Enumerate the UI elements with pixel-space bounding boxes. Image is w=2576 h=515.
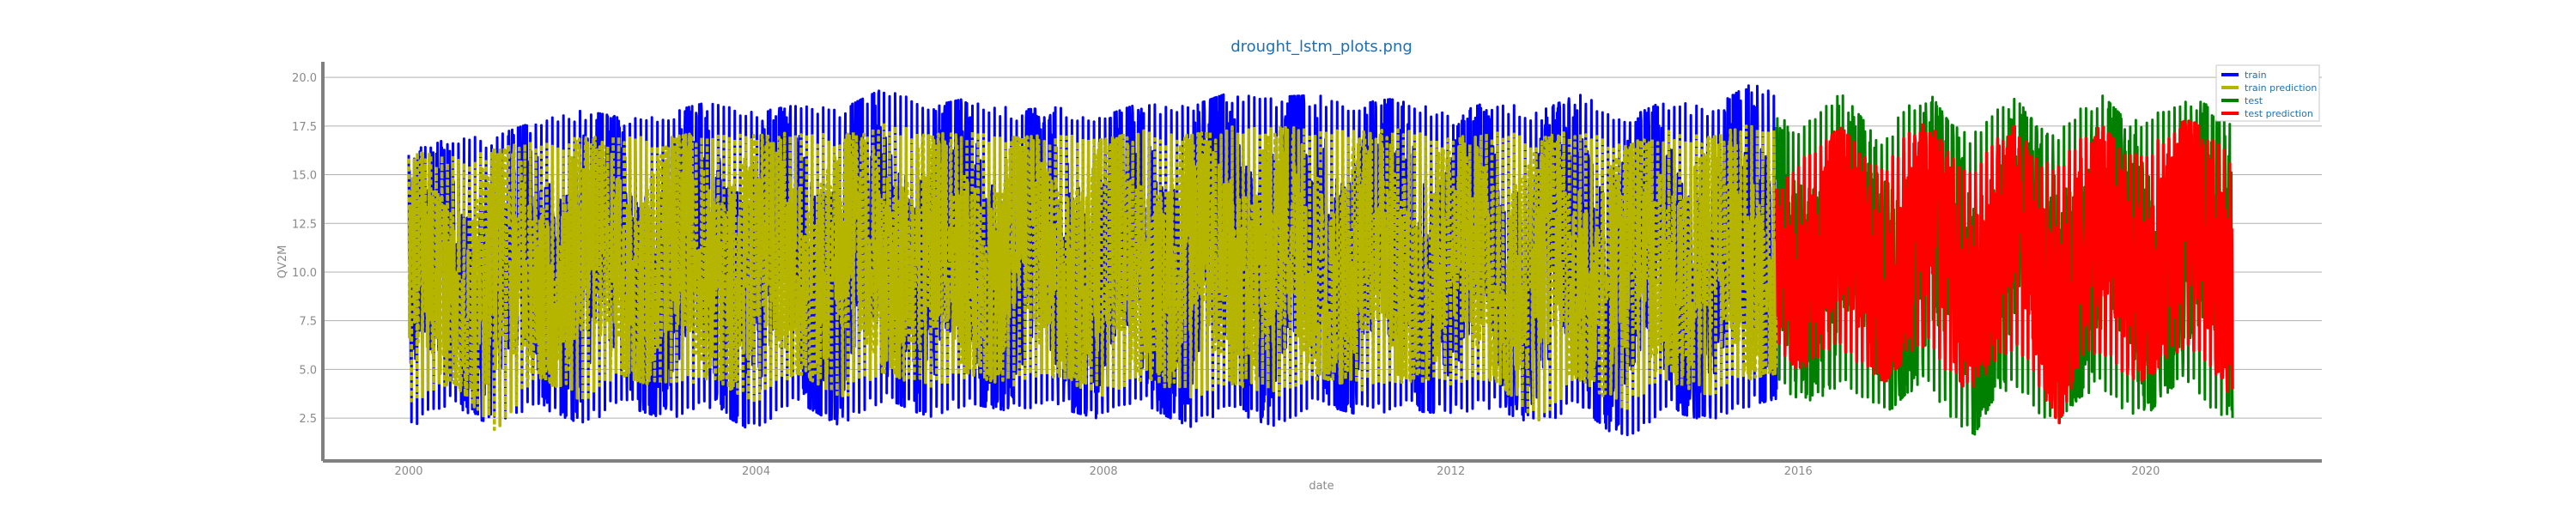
series-line-train-prediction bbox=[407, 121, 1778, 432]
x-tick-label: 2012 bbox=[1437, 465, 1465, 478]
legend-label: test bbox=[2245, 95, 2263, 106]
x-axis-label: date bbox=[1309, 480, 1334, 493]
x-tick-labels: 2000 2004 2008 2012 2016 2020 bbox=[394, 465, 2160, 478]
y-tick-label: 5.0 bbox=[299, 364, 317, 377]
chart-title: drought_lstm_plots.png bbox=[1230, 38, 1413, 56]
x-tick-label: 2016 bbox=[1784, 465, 1813, 478]
legend-label: train prediction bbox=[2245, 82, 2317, 94]
y-tick-label: 10.0 bbox=[292, 267, 317, 280]
y-tick-labels: 2.5 5.0 7.5 10.0 12.5 15.0 17.5 20.0 bbox=[292, 72, 317, 426]
y-tick-label: 17.5 bbox=[292, 121, 317, 134]
x-tick-label: 2008 bbox=[1090, 465, 1118, 478]
legend-label: train bbox=[2245, 70, 2267, 81]
x-tick-label: 2000 bbox=[394, 465, 422, 478]
x-tick-label: 2004 bbox=[742, 465, 770, 478]
y-tick-label: 12.5 bbox=[292, 218, 317, 231]
series-layer bbox=[407, 84, 2234, 437]
series-line-test-prediction bbox=[1775, 119, 2234, 425]
y-axis-label: QV2M bbox=[276, 245, 289, 279]
y-tick-label: 2.5 bbox=[299, 413, 317, 426]
y-tick-label: 15.0 bbox=[292, 170, 317, 183]
y-tick-label: 20.0 bbox=[292, 72, 317, 85]
legend-label: test prediction bbox=[2245, 108, 2313, 119]
y-tick-label: 7.5 bbox=[299, 316, 317, 329]
x-tick-label: 2020 bbox=[2131, 465, 2160, 478]
